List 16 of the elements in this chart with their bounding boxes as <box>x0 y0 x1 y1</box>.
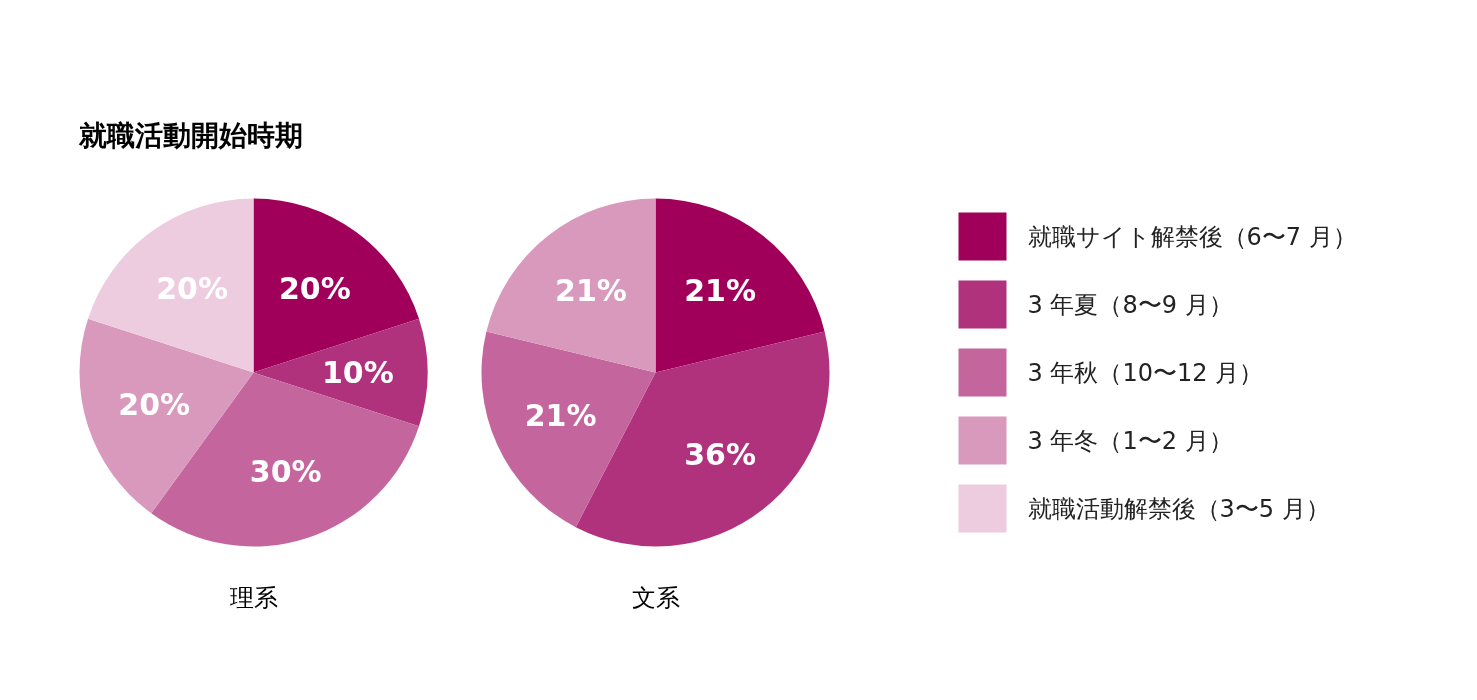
data-label: 36% <box>684 437 756 473</box>
data-label: 10% <box>322 355 394 390</box>
data-label: 21% <box>555 272 627 308</box>
data-label: 20% <box>278 270 351 306</box>
chart-title: 就職活動開始時期 <box>77 119 303 152</box>
data-label: 30% <box>249 454 322 490</box>
text: 文系 <box>631 583 680 612</box>
data-label: 21% <box>524 398 597 434</box>
legend-label: 就職サイト解禁後（6〜7 月） <box>1027 222 1357 251</box>
data-label: 21% <box>684 272 756 308</box>
legend-label: 3 年秋（10〜12 月） <box>1027 358 1264 387</box>
data-label: 20% <box>118 387 191 423</box>
text: 理系 <box>229 583 278 612</box>
legend-label: 3 年冬（1〜2 月） <box>1027 426 1233 455</box>
legend-label: 就職活動解禁後（3〜5 月） <box>1027 494 1330 523</box>
legend-label: 3 年夏（8〜9 月） <box>1027 290 1233 319</box>
